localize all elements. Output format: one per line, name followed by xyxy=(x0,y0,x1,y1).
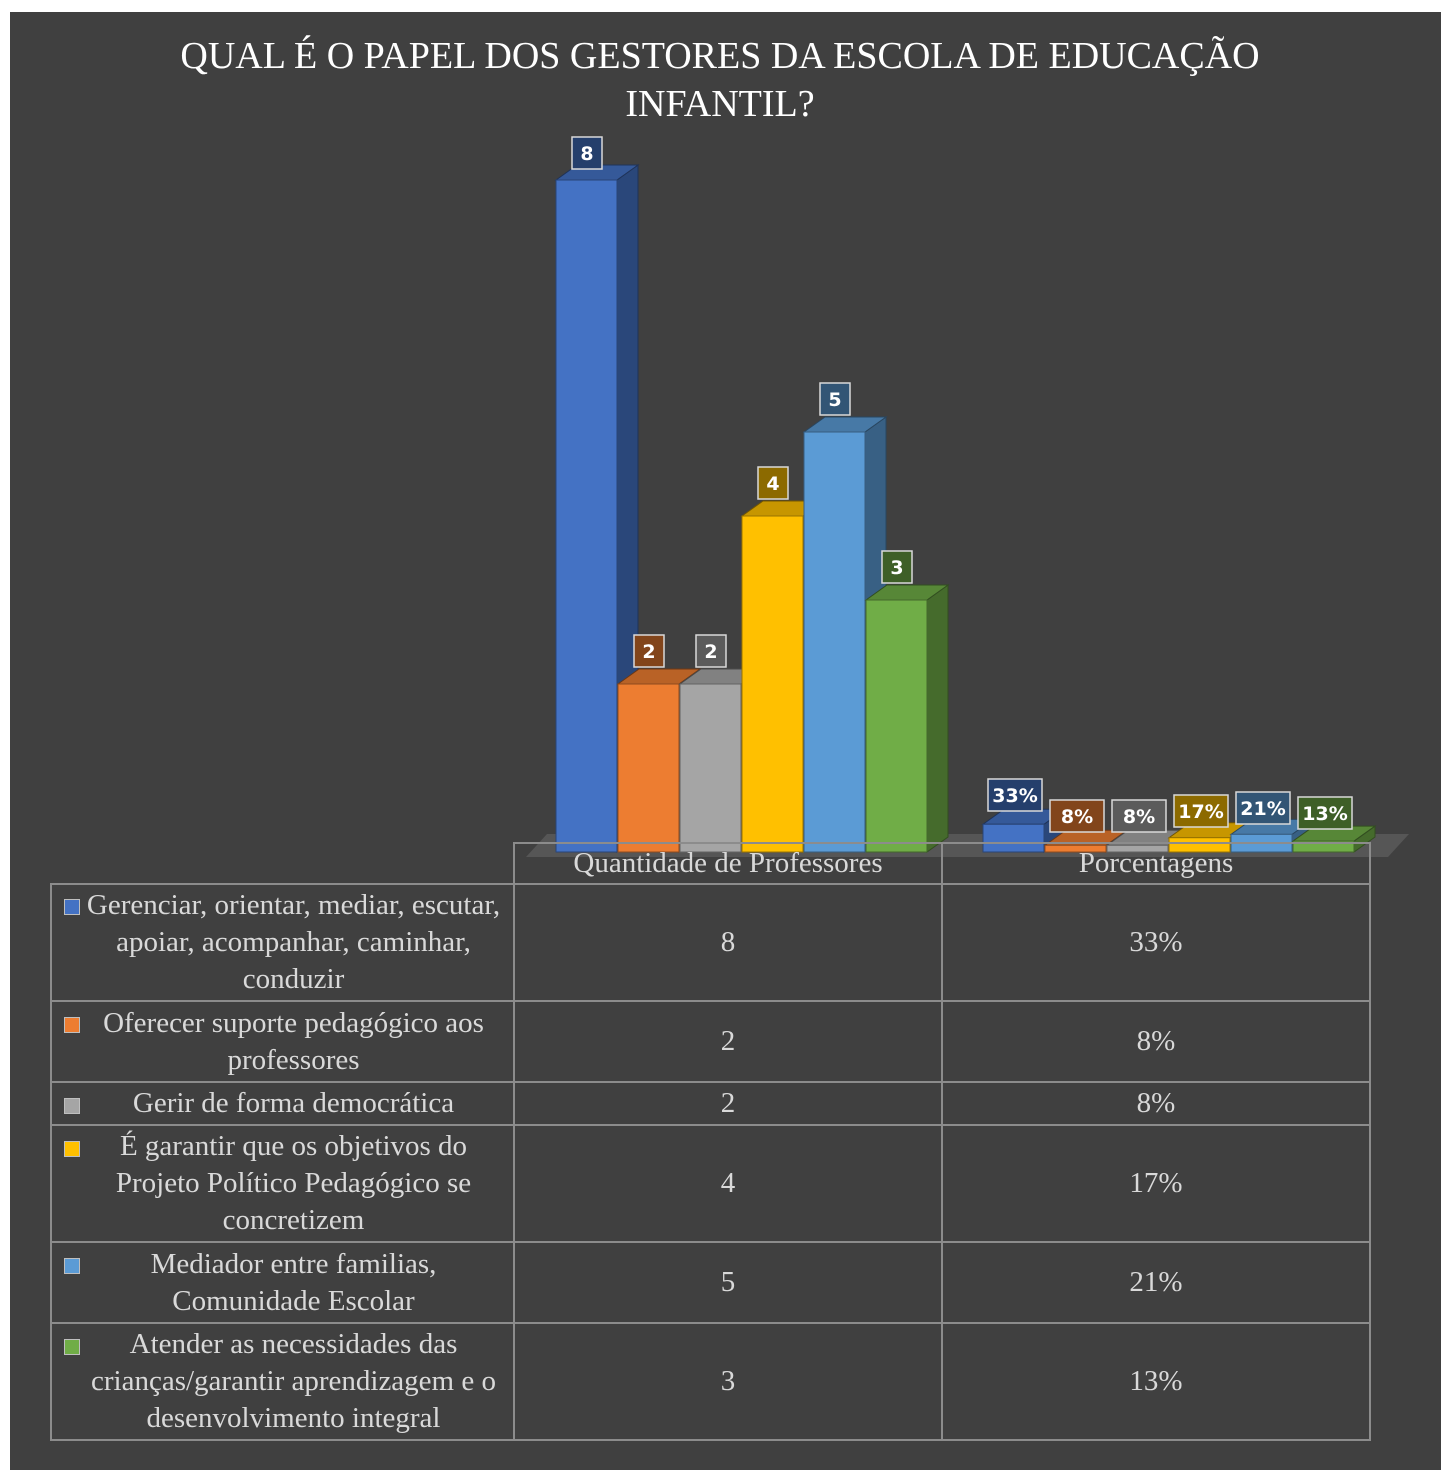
bar xyxy=(679,683,742,853)
data-label: 33% xyxy=(992,785,1037,807)
table-cell: 3 xyxy=(513,1322,943,1441)
table-cell: 8% xyxy=(941,1000,1371,1083)
bar xyxy=(741,515,804,853)
legend-cell: É garantir que os objetivos do Projeto P… xyxy=(50,1124,515,1243)
bar xyxy=(803,431,866,853)
data-label-box xyxy=(819,382,851,416)
data-table: Quantidade de Professores Porcentagens G… xyxy=(50,842,1371,1441)
legend-key-icon xyxy=(64,1141,80,1157)
data-label: 4 xyxy=(766,473,779,495)
table-row: Gerir de forma democrática 2 8% xyxy=(50,1081,1371,1126)
table-corner xyxy=(51,843,515,885)
legend-label: Mediador entre familias, Comunidade Esco… xyxy=(150,1247,437,1317)
bar xyxy=(617,683,680,853)
data-label-box xyxy=(987,778,1043,812)
table-cell: 17% xyxy=(941,1124,1371,1243)
table-row: Atender as necessidades das crianças/gar… xyxy=(50,1322,1371,1441)
legend-label: É garantir que os objetivos do Projeto P… xyxy=(115,1130,472,1236)
legend-cell: Gerir de forma democrática xyxy=(50,1081,515,1126)
table-row: Mediador entre familias, Comunidade Esco… xyxy=(50,1241,1371,1324)
legend-cell: Mediador entre familias, Comunidade Esco… xyxy=(50,1241,515,1324)
data-label-box xyxy=(1111,799,1167,833)
data-label-box xyxy=(757,466,789,500)
table-cell: 5 xyxy=(513,1241,943,1324)
data-label: 8 xyxy=(580,143,593,165)
table-cell: 21% xyxy=(941,1241,1371,1324)
legend-label: Oferecer suporte pedagógico aos professo… xyxy=(103,1006,484,1076)
data-label: 17% xyxy=(1178,801,1223,823)
legend-cell: Atender as necessidades das crianças/gar… xyxy=(50,1322,515,1441)
data-label-box xyxy=(1049,799,1105,833)
legend-cell: Gerenciar, orientar, mediar, escutar, ap… xyxy=(50,883,515,1002)
legend-key-icon xyxy=(64,1339,80,1355)
data-label: 3 xyxy=(890,557,903,579)
legend-cell: Oferecer suporte pedagógico aos professo… xyxy=(50,1000,515,1083)
table-row: Oferecer suporte pedagógico aos professo… xyxy=(50,1000,1371,1083)
table-cell: 2 xyxy=(513,1081,943,1126)
legend-label: Gerir de forma democrática xyxy=(132,1087,455,1119)
data-label-box xyxy=(881,550,913,584)
bar-side xyxy=(926,584,949,853)
data-label-box xyxy=(695,634,727,668)
data-label-box xyxy=(633,634,665,668)
bar xyxy=(865,599,928,853)
data-label: 21% xyxy=(1240,798,1285,820)
chart-title: QUAL É O PAPEL DOS GESTORES DA ESCOLA DE… xyxy=(180,35,1260,125)
table-cell: 8% xyxy=(941,1081,1371,1126)
legend-label: Atender as necessidades das crianças/gar… xyxy=(91,1328,496,1434)
table-cell: 13% xyxy=(941,1322,1371,1441)
table-cell: 33% xyxy=(941,883,1371,1002)
data-label: 13% xyxy=(1302,803,1347,825)
data-label: 2 xyxy=(642,641,655,663)
data-label-box xyxy=(571,136,603,170)
bar xyxy=(555,179,618,853)
data-label: 8% xyxy=(1061,806,1093,828)
legend-label: Gerenciar, orientar, mediar, escutar, ap… xyxy=(86,889,501,995)
table-cell: 2 xyxy=(513,1000,943,1083)
data-label: 8% xyxy=(1123,806,1155,828)
table-row: É garantir que os objetivos do Projeto P… xyxy=(50,1124,1371,1243)
data-label: 2 xyxy=(704,641,717,663)
data-label-box xyxy=(1173,794,1229,828)
legend-key-icon xyxy=(64,899,80,915)
data-label-box xyxy=(1297,796,1353,830)
table-header-row: Quantidade de Professores Porcentagens xyxy=(51,842,1371,885)
table-row: Gerenciar, orientar, mediar, escutar, ap… xyxy=(50,883,1371,1002)
legend-key-icon xyxy=(64,1258,80,1274)
table-cell: 8 xyxy=(513,883,943,1002)
legend-key-icon xyxy=(64,1017,80,1033)
legend-key-icon xyxy=(64,1098,80,1114)
data-label: 5 xyxy=(828,389,841,411)
category-header: Porcentagens xyxy=(941,842,1371,885)
table-cell: 4 xyxy=(513,1124,943,1243)
category-header: Quantidade de Professores xyxy=(513,842,943,885)
data-label-box xyxy=(1235,791,1291,825)
